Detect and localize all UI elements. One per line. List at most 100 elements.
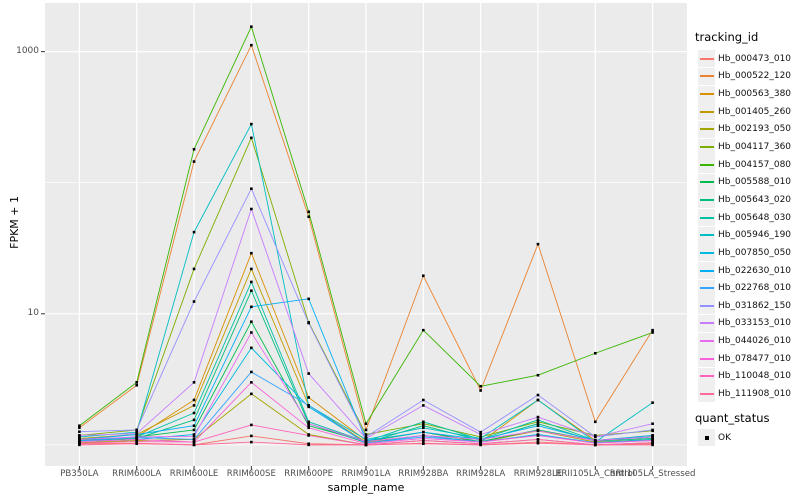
data-point: [250, 392, 253, 396]
data-point: [192, 381, 196, 384]
legend-key: [698, 297, 715, 315]
data-point: [422, 424, 425, 428]
legend-key: [698, 173, 715, 191]
data-point: [250, 251, 253, 255]
legend-entry-label: Hb_001405_260: [718, 106, 792, 117]
data-point: [593, 441, 597, 445]
legend-line-icon: [699, 163, 714, 166]
legend-entry-label: Hb_033153_010: [718, 318, 792, 329]
data-point: [651, 439, 654, 442]
data-point: [536, 393, 540, 397]
y-tick-label: 10: [27, 307, 39, 318]
legend-line-icon: [699, 93, 714, 96]
data-point: [307, 405, 310, 409]
data-point: [422, 435, 425, 439]
data-point: [651, 434, 654, 437]
legend-entry-label: Hb_005588_010: [718, 177, 792, 188]
legend-line-icon: [699, 375, 714, 378]
legend-entry-label: Hb_111908_010: [718, 388, 792, 399]
data-point: [479, 433, 482, 436]
legend-line-icon: [699, 146, 714, 149]
legend-line-icon: [699, 110, 714, 113]
data-point: [250, 346, 253, 350]
legend-entry: Hb_005946_190: [698, 226, 800, 244]
legend: tracking_id Hb_000473_010 Hb_000522_120 Hb…: [688, 30, 800, 447]
data-point: [422, 439, 425, 442]
data-point: [78, 443, 81, 447]
data-point: [422, 328, 425, 332]
data-point: [250, 122, 253, 126]
legend-entry-label: Hb_000522_120: [718, 71, 792, 82]
legend-entry: Hb_031862_150: [698, 297, 800, 315]
quant-status-legend-entries: OK: [688, 429, 800, 447]
x-tick-label: PB350LA: [60, 469, 99, 479]
data-point: [364, 435, 368, 439]
data-point: [536, 398, 540, 402]
data-point: [78, 434, 81, 437]
x-tick-label: RRIM928BA: [398, 469, 449, 479]
x-tick-label: RRIM928LE: [513, 469, 563, 479]
data-point: [250, 381, 253, 384]
legend-entry-label: Hb_022768_010: [718, 283, 792, 294]
data-point: [364, 440, 368, 443]
data-point: [422, 422, 425, 426]
data-point: [192, 438, 196, 441]
data-point: [307, 426, 310, 430]
data-point: [307, 321, 310, 325]
legend-entry-label: Hb_002193_050: [718, 124, 792, 135]
data-point: [250, 331, 253, 334]
quant-status-label: OK: [718, 432, 731, 443]
data-point: [192, 267, 196, 271]
black-square-point-icon: [704, 435, 709, 440]
data-point: [307, 443, 310, 447]
data-point: [192, 230, 196, 234]
x-tick-label: RRIM600SE: [226, 469, 276, 479]
data-point: [78, 430, 81, 434]
legend-entry-label: Hb_005643_020: [718, 194, 792, 205]
data-point: [364, 433, 368, 436]
legend-key: [698, 350, 715, 368]
legend-key: [698, 332, 715, 350]
data-point: [479, 435, 482, 439]
data-point: [135, 435, 139, 439]
legend-line-icon: [699, 57, 714, 60]
data-point: [307, 404, 310, 407]
data-point: [422, 420, 425, 424]
legend-key: [698, 429, 715, 447]
data-point: [364, 422, 368, 426]
legend-entry: Hb_044026_010: [698, 332, 800, 350]
legend-entry: Hb_022630_010: [698, 262, 800, 280]
data-point: [192, 435, 196, 438]
legend-entry: Hb_110048_010: [698, 367, 800, 386]
quant-status-entry: OK: [698, 429, 800, 447]
legend-entry-label: Hb_004117_360: [718, 142, 792, 153]
data-point: [307, 210, 310, 214]
data-point: [78, 424, 81, 428]
legend-key: [698, 226, 715, 244]
legend-entry-label: Hb_005648_030: [718, 212, 792, 223]
data-point: [307, 434, 310, 437]
data-point: [135, 440, 139, 443]
data-point: [192, 443, 196, 447]
legend-key: [698, 138, 715, 156]
x-tick-label: RRII105LA_Stressed: [609, 469, 696, 479]
x-tick-label: RRII105LA_Control: [555, 469, 636, 479]
data-point: [651, 331, 654, 334]
data-point: [593, 435, 597, 439]
legend-key: [698, 385, 715, 403]
data-point: [250, 267, 253, 271]
legend-key: [698, 367, 715, 385]
data-point: [250, 43, 253, 47]
data-point: [192, 398, 196, 402]
legend-line-icon: [699, 251, 714, 254]
data-point: [135, 381, 139, 384]
legend-line-icon: [699, 216, 714, 219]
data-point: [536, 422, 540, 426]
legend-line-icon: [699, 198, 714, 201]
data-point: [250, 136, 253, 140]
data-point: [250, 370, 253, 374]
legend-entry-label: Hb_000473_010: [718, 53, 792, 64]
data-point: [422, 398, 425, 402]
legend-entry-label: Hb_005946_190: [718, 230, 792, 241]
